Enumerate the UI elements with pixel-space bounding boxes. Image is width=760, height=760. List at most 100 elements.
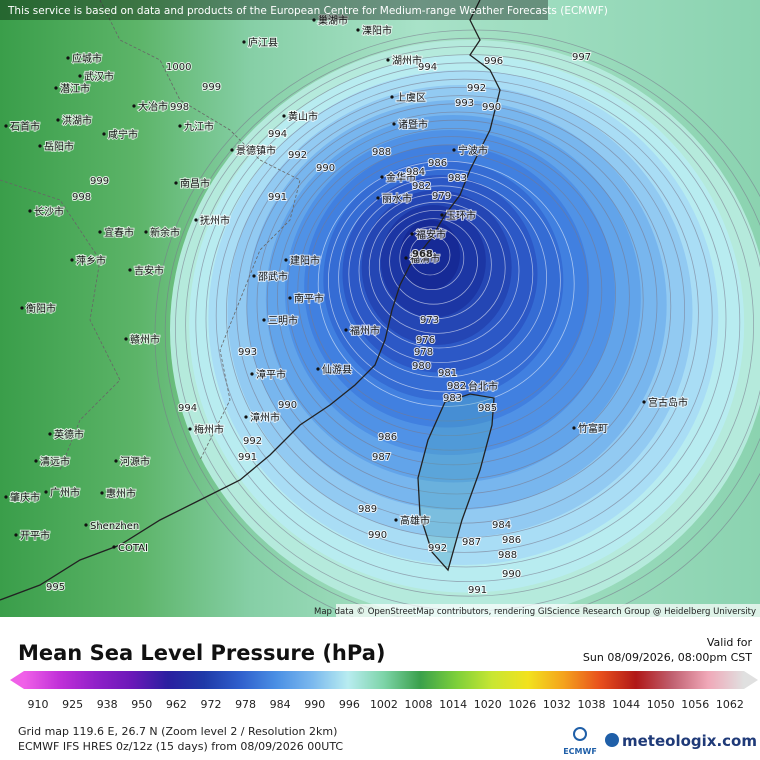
isobar-label: 982 xyxy=(412,181,431,192)
city-dot xyxy=(452,148,456,152)
isobar-label: 986 xyxy=(428,158,447,169)
brand: meteologix.com xyxy=(622,732,757,750)
isobar-label: 999 xyxy=(202,82,221,93)
isobar-label: 990 xyxy=(502,569,521,580)
city-label: 诸暨市 xyxy=(398,118,428,131)
city-label: 长沙市 xyxy=(34,205,64,218)
coastline xyxy=(0,0,501,601)
city-label: 武汉市 xyxy=(84,70,114,83)
colorbar-tick-label: 1056 xyxy=(681,698,709,711)
city-dot xyxy=(4,495,8,499)
city-dot xyxy=(642,400,646,404)
isobar-line xyxy=(246,103,672,510)
isobar-label: 988 xyxy=(498,550,517,561)
city-dot xyxy=(404,256,408,260)
city-dot xyxy=(174,181,178,185)
attribution-bg xyxy=(336,604,760,617)
city-label: 九江市 xyxy=(184,120,214,133)
colorbar-tick-label: 972 xyxy=(200,698,221,711)
isobar-label: 992 xyxy=(467,83,486,94)
taiwan xyxy=(417,393,495,572)
city-label: 南昌市 xyxy=(180,177,210,190)
city-label: 仙游县 xyxy=(322,363,352,376)
city-label: 上虞区 xyxy=(396,91,426,104)
city-dot xyxy=(4,124,8,128)
city-label: 高雄市 xyxy=(400,514,430,527)
city-label: 黄山市 xyxy=(288,110,318,123)
isobar-label: 987 xyxy=(462,537,481,548)
attribution: Map data © OpenStreetMap contributors, r… xyxy=(314,607,756,617)
city-dot xyxy=(390,95,394,99)
isobar-label: 991 xyxy=(268,192,287,203)
colorbar-tick-label: 962 xyxy=(166,698,187,711)
city-label: COTAI xyxy=(118,543,148,554)
colorbar-tick-label: 1008 xyxy=(405,698,433,711)
city-dot xyxy=(386,58,390,62)
city-dot xyxy=(440,213,444,217)
city-dot xyxy=(462,384,466,388)
city-dot xyxy=(312,18,316,22)
isobar-label: 990 xyxy=(278,400,297,411)
isobar-line xyxy=(368,201,506,334)
isobar-label: 990 xyxy=(482,102,501,113)
city-label: 梅州市 xyxy=(194,423,224,436)
city-label: 惠州市 xyxy=(106,487,136,500)
city-dot xyxy=(114,459,118,463)
city-dot xyxy=(410,232,414,236)
isobar-line xyxy=(327,169,561,393)
city-dot xyxy=(14,533,18,537)
city-label: 潜江市 xyxy=(60,82,90,95)
model-info: ECMWF IFS HRES 0z/12z (15 days) from 08/… xyxy=(18,740,343,753)
city-dot xyxy=(316,367,320,371)
city-label: 金华市 xyxy=(386,171,416,184)
isobar-label: 973 xyxy=(420,315,439,326)
isobar-label: 993 xyxy=(455,98,474,109)
notice-bg xyxy=(0,0,548,20)
city-dot xyxy=(242,40,246,44)
city-label: 建阳市 xyxy=(290,254,320,267)
city-label: 宜春市 xyxy=(104,226,134,239)
colorbar-tick-label: 1050 xyxy=(647,698,675,711)
city-label: 庐江县 xyxy=(248,36,278,49)
colorbar-tick-label: 990 xyxy=(304,698,325,711)
notice: This service is based on data and produc… xyxy=(7,5,608,17)
isobar-label: 982 xyxy=(447,381,466,392)
colorbar-tick-label: 984 xyxy=(270,698,291,711)
isobar-label: 984 xyxy=(492,520,511,531)
isobar-label: 988 xyxy=(372,147,391,158)
city-label: 肇庆市 xyxy=(10,491,40,504)
city-dot xyxy=(394,518,398,522)
isobar-label: 998 xyxy=(72,192,91,203)
isobar-label: 993 xyxy=(238,347,257,358)
isobar-label: 994 xyxy=(178,403,197,414)
city-dot xyxy=(56,118,60,122)
isobar-label: 992 xyxy=(428,543,447,554)
pressure-band xyxy=(400,220,460,290)
city-label: 广州市 xyxy=(50,486,80,499)
isobar-line xyxy=(389,218,479,305)
city-label: 新余市 xyxy=(150,226,180,239)
isobar-label: 981 xyxy=(438,368,457,379)
city-dot xyxy=(98,230,102,234)
isobar-label: 995 xyxy=(46,582,65,593)
isobar-line xyxy=(338,177,548,378)
city-label: 宁波市 xyxy=(458,144,488,157)
isobar-line xyxy=(409,234,451,276)
city-dot xyxy=(344,328,348,332)
city-label: 三明市 xyxy=(268,314,298,327)
colorbar-bar xyxy=(24,671,744,689)
city-label: 溧阳市 xyxy=(362,24,392,37)
isobar-line xyxy=(399,226,465,291)
isobar-line xyxy=(276,128,630,466)
city-label: 邵武市 xyxy=(258,270,288,283)
isobar-label: 994 xyxy=(268,129,287,140)
city-label: 应城市 xyxy=(72,52,102,65)
city-dot xyxy=(252,274,256,278)
isobar-label: 990 xyxy=(368,530,387,541)
city-label: 漳州市 xyxy=(250,411,280,424)
city-dot xyxy=(356,28,360,32)
city-dot xyxy=(380,175,384,179)
city-dot xyxy=(572,426,576,430)
